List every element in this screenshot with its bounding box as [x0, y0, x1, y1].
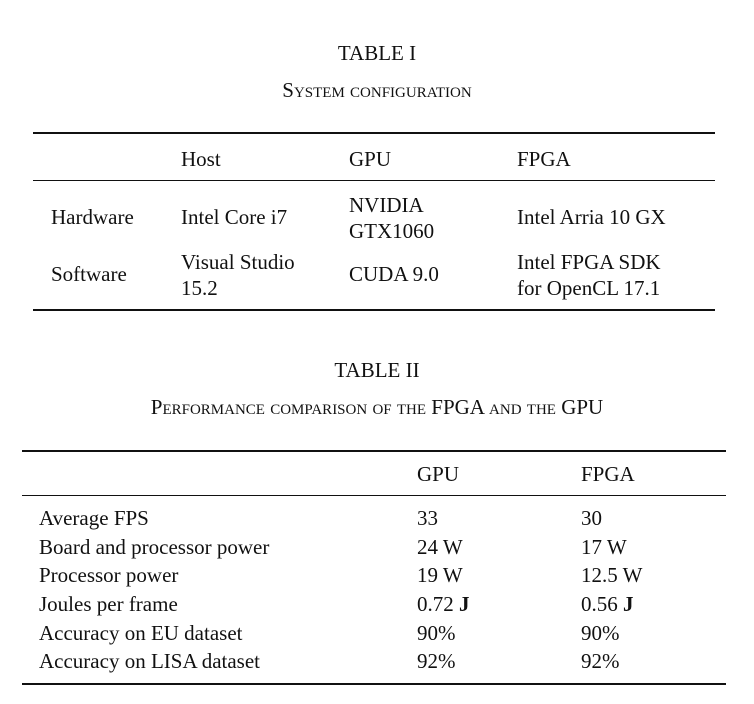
table1-mid-rule — [33, 180, 715, 181]
table2-fpga-value: 30 — [581, 506, 602, 530]
table2-fpga-value: 17 W — [581, 535, 627, 559]
table1-top-rule — [33, 132, 715, 134]
table2-header-fpga: FPGA — [581, 462, 635, 486]
table1-cell-fpga-line2: for OpenCL 17.1 — [517, 276, 661, 300]
table2-fpga-value: 90% — [581, 621, 620, 645]
table2-fpga-number: 0.56 — [581, 592, 618, 616]
table2-metric: Accuracy on EU dataset — [39, 621, 243, 645]
table2-metric: Accuracy on LISA dataset — [39, 649, 261, 673]
table1-cell-fpga-line1: Intel FPGA SDK — [517, 250, 661, 274]
table2-gpu-value: 19 W — [417, 563, 463, 587]
table2-title: Performance comparison of the FPGA and t… — [150, 395, 604, 419]
table1-row-label: Hardware — [51, 205, 134, 229]
table2-gpu-value: 90% — [417, 621, 456, 645]
table2-top-rule — [22, 450, 726, 452]
table1-header-host: Host — [181, 147, 221, 171]
table1-title: System configuration — [282, 78, 472, 102]
table1-label: TABLE I — [337, 41, 417, 65]
table2-metric: Average FPS — [39, 506, 149, 530]
table1-cell-host: Intel Core i7 — [181, 205, 288, 229]
table2-gpu-value: 24 W — [417, 535, 463, 559]
table2-gpu-number: 0.72 — [417, 592, 454, 616]
table2-fpga-value: 0.56 J — [581, 592, 634, 617]
table1-cell-gpu: CUDA 9.0 — [349, 262, 439, 286]
table2-fpga-unit: J — [623, 592, 634, 616]
table2-bottom-rule — [22, 683, 726, 685]
table1-row-label: Software — [51, 262, 127, 286]
table2-gpu-value: 92% — [417, 649, 456, 673]
table2-fpga-value: 12.5 W — [581, 563, 643, 587]
table2-gpu-unit: J — [459, 592, 470, 616]
table1-bottom-rule — [33, 309, 715, 311]
table2-gpu-value: 0.72 J — [417, 592, 470, 617]
table2-fpga-value: 92% — [581, 649, 620, 673]
table1-cell-fpga: Intel Arria 10 GX — [517, 205, 666, 229]
table1-cell-host-line1: Visual Studio — [181, 250, 295, 274]
table2-header-gpu: GPU — [417, 462, 460, 486]
table1-header-fpga: FPGA — [517, 147, 571, 171]
table2-mid-rule — [22, 495, 726, 496]
table2-metric: Board and processor power — [39, 535, 270, 559]
table1-cell-gpu-line2: GTX1060 — [349, 219, 435, 243]
table2-metric: Processor power — [39, 563, 179, 587]
table2-metric: Joules per frame — [39, 592, 178, 616]
table2-label: TABLE II — [334, 358, 420, 382]
table1-cell-gpu-line1: NVIDIA — [349, 193, 424, 217]
table1-cell-host-line2: 15.2 — [181, 276, 218, 300]
table1-header-gpu: GPU — [349, 147, 392, 171]
table2-gpu-value: 33 — [417, 506, 438, 530]
